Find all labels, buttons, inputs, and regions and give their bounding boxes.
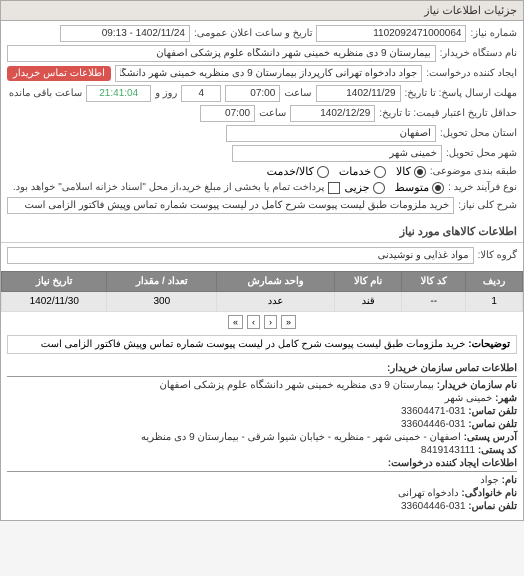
radio-medium-circle bbox=[432, 182, 444, 194]
creator-surname: دادخواه تهرانی bbox=[398, 488, 459, 499]
table-row[interactable]: 1 -- قند عدد 300 1402/11/30 bbox=[2, 292, 523, 312]
credit-date-input[interactable] bbox=[290, 105, 375, 122]
days-label: روز و bbox=[155, 88, 177, 99]
form-section: شماره نیاز: تاریخ و ساعت اعلان عمومی: نا… bbox=[1, 21, 523, 221]
announce-input[interactable] bbox=[60, 25, 190, 42]
address-label: آدرس پستی: bbox=[464, 432, 517, 443]
org-name: بیمارستان 9 دی منظریه خمینی شهر دانشگاه … bbox=[160, 380, 434, 391]
td-date: 1402/11/30 bbox=[2, 292, 107, 312]
radio-goods-services[interactable]: کالا/خدمت bbox=[267, 165, 329, 178]
radio-gs-circle bbox=[317, 166, 329, 178]
org-city-label: شهر: bbox=[495, 393, 517, 404]
process-label: نوع فرآیند خرید : bbox=[448, 182, 517, 193]
radio-partial-circle bbox=[373, 182, 385, 194]
need-number-input[interactable] bbox=[316, 25, 466, 42]
payment-note: پرداخت تمام یا بخشی از مبلغ خرید،از محل … bbox=[13, 182, 325, 193]
goods-table: ردیف کد کالا نام کالا واحد شمارش تعداد /… bbox=[1, 271, 523, 312]
org-name-label: نام سازمان خریدار: bbox=[437, 380, 517, 391]
creator-phone: 031-33604446 bbox=[401, 501, 466, 512]
category-label: طبقه بندی موضوعی: bbox=[430, 166, 517, 177]
announce-label: تاریخ و ساعت اعلان عمومی: bbox=[194, 28, 313, 39]
city-input[interactable] bbox=[232, 145, 442, 162]
td-name: قند bbox=[334, 292, 401, 312]
table-header-row: ردیف کد کالا نام کالا واحد شمارش تعداد /… bbox=[2, 272, 523, 292]
buyer-input[interactable] bbox=[7, 45, 436, 62]
details-panel: جزئیات اطلاعات نیاز شماره نیاز: تاریخ و … bbox=[0, 0, 524, 521]
phone: 031-33604471 bbox=[401, 406, 466, 417]
contact-header: اطلاعات تماس سازمان خریدار: bbox=[7, 363, 517, 377]
creator-surname-label: نام خانوادگی: bbox=[461, 488, 517, 499]
desc-value: خرید ملزومات طبق لیست پیوست شرح کامل در … bbox=[41, 339, 466, 350]
page-first[interactable]: « bbox=[281, 315, 296, 329]
footer-section: اطلاعات تماس سازمان خریدار: نام سازمان خ… bbox=[1, 357, 523, 520]
desc-label: توضیحات: bbox=[468, 339, 510, 350]
phone-label: تلفن تماس: bbox=[468, 406, 517, 417]
category-radio-group: کالا خدمات کالا/خدمت bbox=[267, 165, 426, 178]
td-row: 1 bbox=[466, 292, 523, 312]
radio-partial[interactable]: جزیی bbox=[344, 181, 384, 194]
th-row: ردیف bbox=[466, 272, 523, 292]
days-input[interactable] bbox=[181, 85, 221, 102]
radio-medium[interactable]: متوسط bbox=[395, 181, 445, 194]
remaining-time-input bbox=[86, 85, 151, 102]
city-label: شهر محل تحویل: bbox=[446, 148, 517, 159]
goods-info-header: اطلاعات کالاهای مورد نیاز bbox=[1, 221, 523, 243]
buyer-label: نام دستگاه خریدار: bbox=[440, 48, 517, 59]
td-code: -- bbox=[402, 292, 466, 312]
radio-services[interactable]: خدمات bbox=[339, 165, 386, 178]
page-next[interactable]: › bbox=[247, 315, 260, 329]
radio-goods[interactable]: کالا bbox=[396, 165, 426, 178]
response-date-input[interactable] bbox=[316, 85, 401, 102]
pagination: « ‹ › » bbox=[1, 312, 523, 332]
radio-goods-label: کالا bbox=[396, 165, 411, 178]
td-unit: عدد bbox=[217, 292, 335, 312]
response-time-label: ساعت bbox=[284, 88, 311, 99]
radio-gs-label: کالا/خدمت bbox=[267, 165, 314, 178]
province-label: استان محل تحویل: bbox=[440, 128, 517, 139]
radio-services-circle bbox=[374, 166, 386, 178]
radio-partial-label: جزیی bbox=[344, 181, 369, 194]
panel-header: جزئیات اطلاعات نیاز bbox=[1, 1, 523, 21]
th-code: کد کالا bbox=[402, 272, 466, 292]
th-date: تاریخ نیاز bbox=[2, 272, 107, 292]
td-qty: 300 bbox=[107, 292, 217, 312]
response-deadline-label: مهلت ارسال پاسخ: تا تاریخ: bbox=[405, 88, 517, 99]
credit-time-input[interactable] bbox=[200, 105, 255, 122]
radio-medium-label: متوسط bbox=[395, 181, 430, 194]
th-name: نام کالا bbox=[334, 272, 401, 292]
creator-name-label: نام: bbox=[502, 475, 517, 486]
creator-label: ایجاد کننده درخواست: bbox=[426, 68, 517, 79]
payment-checkbox[interactable] bbox=[328, 182, 340, 194]
postal-label: کد پستی: bbox=[478, 445, 517, 456]
creator-input[interactable] bbox=[115, 65, 422, 82]
response-time-input[interactable] bbox=[225, 85, 280, 102]
page-prev[interactable]: ‹ bbox=[264, 315, 277, 329]
remaining-label: ساعت باقی مانده bbox=[9, 88, 82, 99]
page-last[interactable]: » bbox=[228, 315, 243, 329]
province-input[interactable] bbox=[226, 125, 436, 142]
radio-services-label: خدمات bbox=[339, 165, 371, 178]
radio-goods-circle bbox=[414, 166, 426, 178]
group-input[interactable] bbox=[7, 247, 474, 264]
org-city: خمینی شهر bbox=[445, 393, 493, 404]
postal: 8419143111 bbox=[421, 445, 475, 456]
creator-phone-label: تلفن نماس: bbox=[468, 501, 517, 512]
title-input[interactable] bbox=[7, 197, 454, 214]
title-label: شرح کلی نیاز: bbox=[458, 200, 517, 211]
credit-time-label: ساعت bbox=[259, 108, 286, 119]
address: اصفهان - خمینی شهر - منظریه - خیابان شیو… bbox=[141, 432, 461, 443]
fax: 031-33604446 bbox=[401, 419, 466, 430]
th-unit: واحد شمارش bbox=[217, 272, 335, 292]
description-box: توضیحات: خرید ملزومات طبق لیست پیوست شرح… bbox=[7, 335, 517, 354]
th-qty: تعداد / مقدار bbox=[107, 272, 217, 292]
credit-label: حداقل تاریخ اعتبار قیمت: تا تاریخ: bbox=[379, 108, 517, 119]
fax-label: تلفن نماس: bbox=[468, 419, 517, 430]
process-radio-group: متوسط جزیی bbox=[344, 181, 444, 194]
creator-name: جواد bbox=[480, 475, 499, 486]
need-number-label: شماره نیاز: bbox=[470, 28, 517, 39]
contact-badge[interactable]: اطلاعات تماس خریدار bbox=[7, 66, 111, 81]
group-label: گروه کالا: bbox=[478, 250, 517, 261]
creator-header: اطلاعات ایجاد کننده درخواست: bbox=[7, 458, 517, 472]
